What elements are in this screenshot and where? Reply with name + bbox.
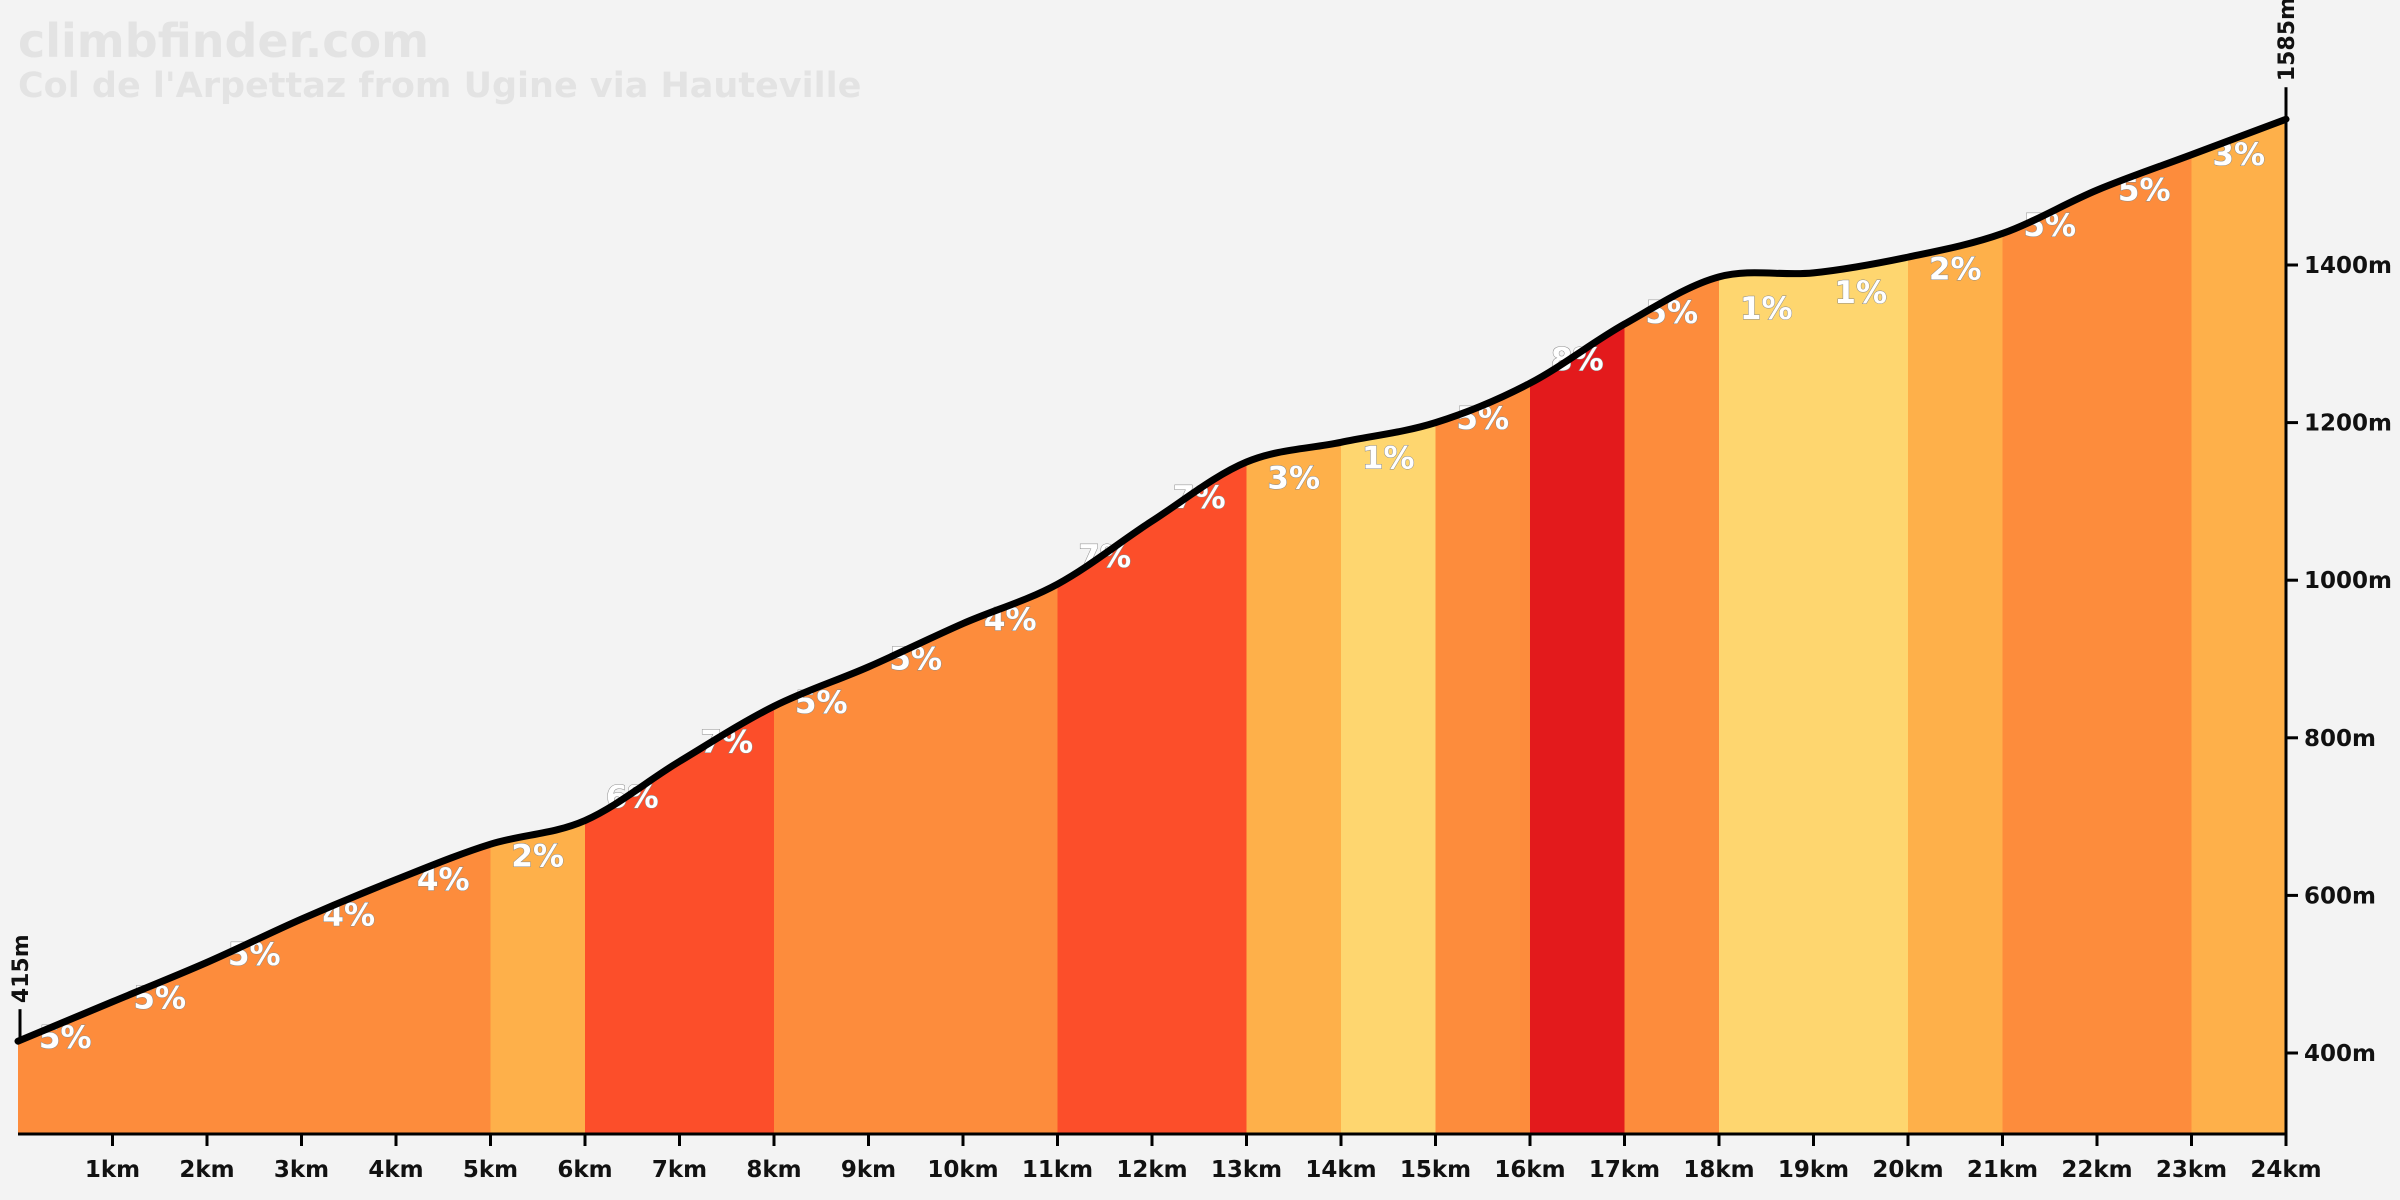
grade-segment-band — [2191, 119, 2286, 1134]
grade-segment-band — [1624, 119, 1720, 1134]
x-tick-label: 5km — [463, 1157, 518, 1183]
x-tick-label: 13km — [1211, 1157, 1282, 1183]
grade-segment-band — [301, 119, 397, 1134]
grade-label: 2% — [1929, 251, 1982, 287]
climb-title: Col de l'Arpettaz from Ugine via Hautevi… — [18, 66, 861, 106]
x-tick-label: 9km — [841, 1157, 896, 1183]
grade-label: 1% — [1740, 291, 1793, 327]
grade-segment-band — [490, 119, 586, 1134]
x-tick-label: 17km — [1589, 1157, 1660, 1183]
x-tick-label: 7km — [652, 1157, 707, 1183]
y-tick-label: 400m — [2304, 1041, 2376, 1067]
grade-segment-band — [2097, 119, 2193, 1134]
grade-segment-band — [396, 119, 492, 1134]
x-tick-label: 19km — [1778, 1157, 1849, 1183]
grade-label: 8% — [1551, 342, 1604, 378]
x-tick-label: 8km — [746, 1157, 801, 1183]
y-tick-label: 1400m — [2304, 253, 2392, 279]
grade-segment-band — [868, 119, 964, 1134]
x-tick-label: 18km — [1683, 1157, 1754, 1183]
axes: 1km 2km 3km 4km 5km 6km 7km 8km 9km 10km 11km 12km 1… — [9, 0, 2392, 1183]
grade-label: 3% — [1267, 460, 1320, 496]
grade-labels: 5%5%5%4%4%2%6%7%5%5%4%7%7%3%1%5%8%5% 1% 1%… — [38, 137, 2265, 1057]
x-tick-label: 1km — [85, 1157, 140, 1183]
x-tick-label: 22km — [2061, 1157, 2132, 1183]
grade-label: 1% — [1362, 441, 1415, 477]
grade-segment-band — [774, 119, 870, 1134]
profile-line-group — [14, 115, 2290, 1045]
brand-watermark: climbfinder.com — [18, 14, 429, 68]
y-tick-label: 600m — [2304, 883, 2376, 909]
grade-label: 5% — [228, 937, 281, 973]
start-elevation-label: 415m — [9, 934, 34, 1003]
x-tick-label: 23km — [2156, 1157, 2227, 1183]
end-elevation-label: 1585m — [2275, 0, 2300, 81]
grade-segments — [18, 119, 2286, 1134]
x-tick-label: 4km — [368, 1157, 423, 1183]
grade-segment-band — [1908, 119, 2004, 1134]
x-tick-label: 16km — [1494, 1157, 1565, 1183]
x-tick-label: 10km — [927, 1157, 998, 1183]
grade-segment-band — [679, 119, 775, 1134]
grade-segment-band — [1813, 119, 1909, 1134]
profile-line — [14, 115, 2290, 1045]
x-tick-label: 20km — [1872, 1157, 1943, 1183]
x-tick-label: 12km — [1116, 1157, 1187, 1183]
grade-label: 2% — [511, 839, 564, 875]
y-tick-label: 800m — [2304, 726, 2376, 752]
x-tick-label: 14km — [1305, 1157, 1376, 1183]
y-tick-label: 1000m — [2304, 568, 2392, 594]
grade-segment-band — [2002, 119, 2098, 1134]
grade-segment-band — [1246, 119, 1342, 1134]
grade-label: 6% — [606, 779, 659, 815]
y-tick-label: 1200m — [2304, 411, 2392, 437]
grade-segment-band — [1152, 119, 1248, 1134]
x-tick-label: 24km — [2250, 1157, 2321, 1183]
x-tick-label: 21km — [1967, 1157, 2038, 1183]
x-tick-label: 3km — [274, 1157, 329, 1183]
x-tick-label: 6km — [557, 1157, 612, 1183]
grade-segment-band — [585, 119, 681, 1134]
grade-segment-band — [963, 119, 1059, 1134]
grade-segment-band — [1341, 119, 1437, 1134]
grade-label: 1% — [1834, 275, 1887, 311]
grade-segment-band — [1530, 119, 1626, 1134]
grade-segment-band — [1719, 119, 1815, 1134]
grade-segment-band — [1435, 119, 1531, 1134]
x-tick-label: 15km — [1400, 1157, 1471, 1183]
x-tick-label: 2km — [179, 1157, 234, 1183]
x-tick-label: 11km — [1022, 1157, 1093, 1183]
grade-segment-band — [112, 119, 208, 1134]
